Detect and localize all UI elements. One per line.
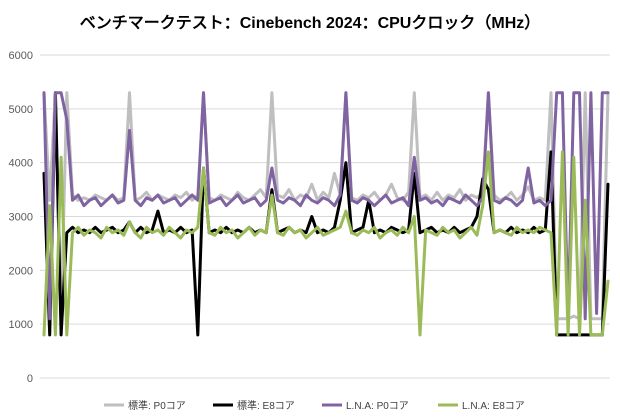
gridlines [40, 54, 610, 379]
series-line-0 [42, 91, 610, 321]
legend-item-lna-e8: L.N.A: E8コア [438, 401, 525, 412]
legend-label-standard-p0: 標準: P0コア [128, 399, 186, 412]
y-tick-label: 1000 [9, 319, 33, 331]
y-tick-label: 6000 [9, 50, 33, 62]
legend-item-standard-p0: 標準: P0コア [104, 399, 186, 412]
legend-label-standard-e8: 標準: E8コア [237, 399, 295, 412]
legend-label-lna-p0: L.N.A: P0コア [346, 401, 409, 412]
chart-title: ベンチマークテスト：Cinebench 2024：CPUクロック（MHz） [80, 14, 541, 32]
y-tick-label: 2000 [9, 265, 33, 277]
legend-label-lna-e8: L.N.A: E8コア [462, 401, 525, 412]
series-line-2 [42, 91, 610, 321]
y-tick-label: 0 [27, 373, 33, 385]
y-tick-label: 5000 [9, 104, 33, 116]
y-axis-ticks: 0 1000 2000 3000 4000 5000 6000 [9, 50, 33, 385]
y-tick-label: 3000 [9, 212, 33, 224]
legend-item-lna-p0: L.N.A: P0コア [322, 401, 409, 412]
y-tick-label: 4000 [9, 158, 33, 170]
series-line-3 [42, 150, 610, 337]
legend-item-standard-e8: 標準: E8コア [213, 399, 295, 412]
series-lines [42, 91, 610, 337]
legend: 標準: P0コア 標準: E8コア L.N.A: P0コア L.N.A: E8コ… [104, 399, 525, 412]
